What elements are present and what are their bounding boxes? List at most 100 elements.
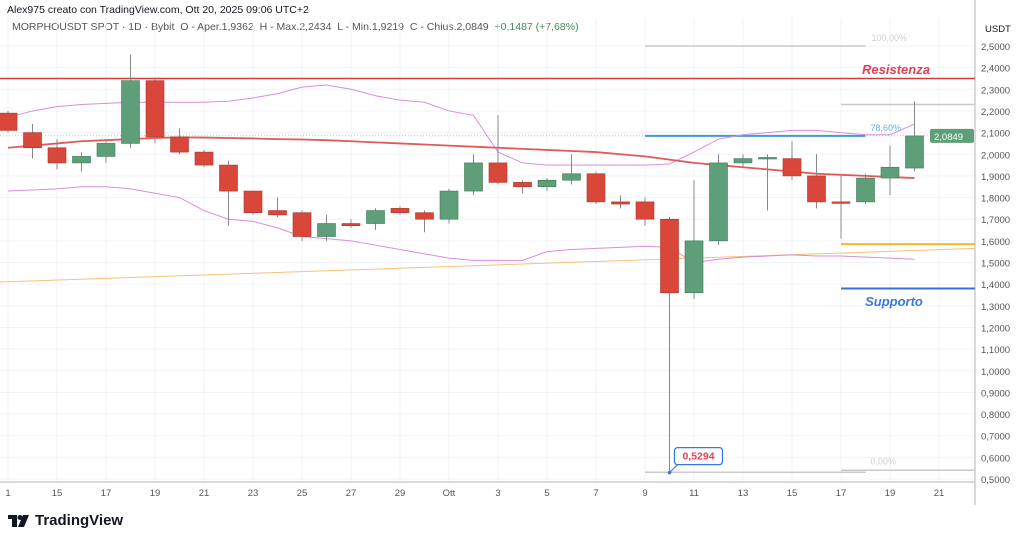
candle: [537, 178, 557, 192]
y-tick-label: 2,0000: [981, 150, 1010, 161]
candle-body: [268, 210, 287, 216]
candle-body: [635, 201, 655, 220]
candle-body: [292, 212, 312, 237]
candle-body: [415, 212, 434, 220]
x-tick-label: 17: [836, 488, 847, 499]
y-tick-label: 0,8000: [981, 410, 1010, 421]
candle: [317, 214, 336, 241]
candle-body: [488, 162, 508, 183]
candle: [684, 180, 704, 300]
candle: [880, 145, 900, 196]
candle: [96, 141, 116, 163]
candle: [635, 197, 655, 226]
x-tick-label: 11: [689, 488, 699, 499]
y-tick-label: 1,0000: [981, 367, 1010, 378]
y-tick-label: 1,3000: [981, 302, 1010, 313]
y-tick-label: 1,4000: [981, 280, 1010, 291]
candle-body: [366, 210, 385, 224]
fib-label: 78,60%: [871, 123, 902, 133]
legend-open: O - Aper.1,9362: [180, 21, 254, 33]
candle-body: [513, 182, 532, 188]
candle: [807, 154, 826, 209]
x-tick-label: 5: [544, 488, 549, 499]
candle-body: [684, 240, 704, 294]
x-tick-label: 13: [738, 488, 749, 499]
candle: [464, 154, 483, 196]
y-tick-label: 1,7000: [981, 215, 1010, 226]
currency-label: USDT: [985, 24, 1011, 35]
last-price-tag: [930, 128, 974, 143]
tradingview-logo-icon: [8, 514, 29, 527]
y-tick-label: 1,9000: [981, 172, 1010, 183]
candle: [341, 219, 361, 228]
candle: [194, 149, 214, 168]
candle: [439, 188, 459, 224]
candle: [660, 217, 679, 473]
candle-body: [709, 162, 728, 242]
candle: [268, 197, 287, 218]
candle-body: [121, 80, 140, 144]
x-tick-label: 29: [395, 488, 406, 499]
legend-symbol[interactable]: MORPHOUSDT SPOT · 1D · Bybit: [12, 21, 175, 33]
candle: [758, 154, 777, 211]
candle-body: [341, 223, 361, 226]
low-callout-label: 0,5294: [682, 451, 714, 463]
candle: [145, 78, 165, 144]
tradingview-logo: TradingView: [8, 512, 123, 529]
candle: [856, 173, 875, 205]
x-tick-label: 23: [248, 488, 259, 499]
candle: [611, 195, 630, 209]
brand-name: TradingView: [35, 512, 124, 529]
candle-body: [782, 158, 802, 177]
candle-body: [807, 175, 826, 203]
candle-body: [96, 143, 116, 157]
symbol-legend: MORPHOUSDT SPOT · 1D · Bybit O - Aper.1,…: [12, 21, 579, 33]
x-tick-label: 27: [346, 488, 357, 499]
x-tick-label: 7: [593, 488, 598, 499]
candle-body: [905, 135, 924, 169]
y-tick-label: 1,6000: [981, 237, 1010, 248]
x-tick-label: 19: [885, 488, 896, 499]
candle: [243, 190, 263, 215]
x-tick-label: 15: [787, 488, 798, 499]
candle-body: [856, 177, 875, 203]
candle: [513, 180, 532, 194]
last-price-label: 2,0849: [934, 132, 963, 143]
candle: [72, 152, 91, 172]
candle-body: [219, 164, 238, 192]
legend-low: L - Min.1,9219: [337, 21, 405, 33]
candle: [47, 139, 67, 170]
y-tick-label: 1,2000: [981, 323, 1010, 334]
y-tick-label: 2,4000: [981, 64, 1010, 75]
candle-body: [72, 156, 91, 164]
x-tick-label: 25: [297, 488, 308, 499]
candle: [562, 154, 581, 185]
y-tick-label: 0,7000: [981, 432, 1010, 443]
candle-body: [170, 136, 189, 153]
low-callout-box: [673, 446, 724, 466]
candle-body: [660, 218, 679, 294]
fib-label: 100,00%: [872, 33, 908, 43]
candle-body: [880, 166, 900, 179]
candle-body: [390, 208, 410, 214]
candle-body: [47, 147, 67, 164]
candle: [0, 110, 18, 133]
y-tick-label: 2,1000: [981, 129, 1010, 140]
y-tick-label: 2,5000: [981, 42, 1010, 53]
candle-body: [464, 162, 483, 192]
candle-body: [831, 201, 851, 204]
x-tick-label: 9: [642, 488, 647, 499]
candle-body: [758, 157, 777, 160]
x-tick-label: 21: [934, 488, 945, 499]
candle: [782, 141, 802, 181]
x-tick-label: 3: [495, 488, 500, 499]
candle-body: [439, 190, 459, 220]
y-tick-label: 1,8000: [981, 194, 1010, 205]
candle: [292, 210, 312, 241]
support-label: Supporto: [865, 294, 923, 309]
candle-body: [243, 190, 263, 214]
fib-label: 0,00%: [871, 456, 897, 466]
candle: [831, 175, 851, 239]
y-tick-label: 1,5000: [981, 259, 1010, 270]
